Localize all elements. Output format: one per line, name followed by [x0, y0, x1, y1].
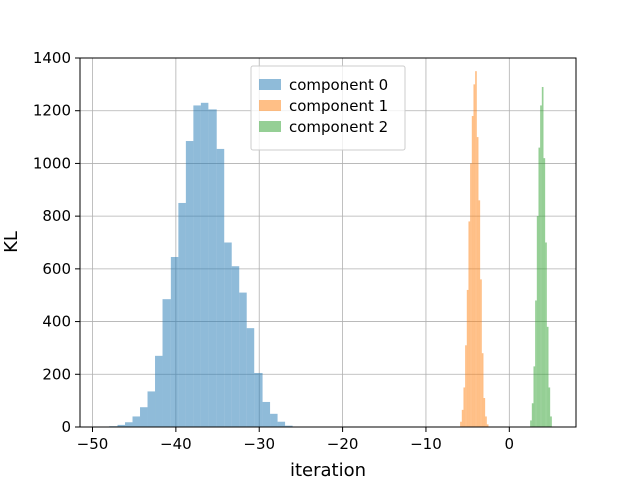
histogram-bar — [246, 328, 255, 427]
y-tick-label: 200 — [42, 365, 71, 383]
histogram-bar — [125, 422, 133, 427]
legend-label: component 1 — [289, 97, 388, 115]
histogram-bar — [473, 84, 476, 427]
legend-label: component 0 — [289, 76, 388, 94]
histogram-bar — [470, 163, 472, 427]
histogram-bar — [216, 148, 225, 428]
plot-frame — [79, 57, 577, 428]
histogram-bar — [475, 71, 477, 427]
histogram-bar — [277, 421, 286, 427]
histogram-bar — [285, 425, 293, 427]
histogram-bar — [545, 242, 547, 427]
histogram-bar — [548, 387, 551, 427]
histogram-bar — [480, 279, 482, 427]
histogram-bar — [170, 256, 179, 427]
histogram-bar — [465, 345, 467, 427]
legend-swatch — [259, 121, 281, 132]
x-axis-label: iteration — [290, 460, 366, 480]
histogram-bar — [132, 416, 141, 427]
histogram-bar — [485, 416, 487, 427]
histogram-bar — [531, 403, 534, 427]
legend-label: component 2 — [289, 118, 388, 136]
histogram-bar — [178, 202, 186, 427]
histogram-bar — [486, 424, 489, 427]
histogram-bar — [550, 416, 552, 427]
legend-swatch — [259, 100, 281, 111]
histogram-bar — [530, 420, 532, 427]
histogram-bar — [185, 141, 194, 427]
histogram-bar — [540, 105, 542, 427]
y-tick-label: 0 — [61, 418, 71, 436]
histogram-bar — [140, 407, 148, 427]
histogram-bar — [270, 413, 278, 427]
y-tick-label: 1400 — [33, 49, 71, 67]
histogram-bar — [239, 292, 247, 427]
histogram-bar — [262, 401, 271, 427]
x-tick-label: −30 — [243, 435, 275, 453]
histogram-bar — [538, 147, 541, 427]
histogram-bar — [461, 409, 464, 427]
histogram-bar — [155, 355, 163, 427]
histogram-bar — [463, 387, 466, 427]
y-axis-label: KL — [1, 231, 22, 253]
y-tick-label: 1200 — [33, 102, 71, 120]
histogram-bar — [535, 300, 537, 427]
histogram-bar — [536, 216, 539, 427]
histogram-bar — [117, 424, 126, 427]
histogram-bar — [162, 299, 171, 427]
legend-box — [250, 65, 406, 151]
histogram-bar — [466, 289, 469, 427]
histogram-bar — [481, 353, 484, 427]
histogram-bar — [208, 109, 217, 428]
legend-swatch — [259, 79, 281, 90]
histogram-bar — [200, 102, 209, 428]
histogram-bar — [533, 366, 536, 427]
histogram-bar — [147, 391, 156, 427]
y-tick-label: 400 — [42, 313, 71, 331]
y-tick-label: 800 — [42, 207, 71, 225]
legend: component 0 component 1 component 2 — [250, 65, 406, 151]
histogram-bar — [478, 200, 481, 427]
histogram-bar — [231, 266, 240, 427]
histogram-bar — [468, 221, 471, 427]
y-tick-label: 1000 — [33, 154, 71, 172]
histogram-bar — [546, 326, 549, 427]
histogram-bar — [193, 105, 201, 427]
x-tick-label: −40 — [160, 435, 192, 453]
histogram-bar — [224, 242, 232, 427]
series-2-bars — [530, 86, 552, 427]
x-tick-label: −10 — [410, 435, 442, 453]
histogram-bar — [471, 115, 474, 427]
series-0-bars — [109, 102, 293, 428]
histogram-bar — [483, 398, 486, 427]
histogram-bar — [541, 86, 544, 427]
x-tick-label: −50 — [77, 435, 109, 453]
histogram-bar — [543, 158, 546, 427]
histogram-bar — [254, 372, 263, 427]
x-tick-label: 0 — [505, 435, 515, 453]
y-tick-label: 600 — [42, 260, 71, 278]
x-tick-label: −20 — [327, 435, 359, 453]
histogram-bar — [476, 137, 479, 428]
y-axis-ticks: 0 200 400 600 800 1000 1200 1400 — [33, 49, 80, 436]
series-1-bars — [460, 71, 489, 428]
histogram-bar — [460, 421, 462, 427]
x-axis-ticks: −50 −40 −30 −20 −10 0 — [77, 427, 514, 453]
histogram-bars — [109, 71, 552, 428]
